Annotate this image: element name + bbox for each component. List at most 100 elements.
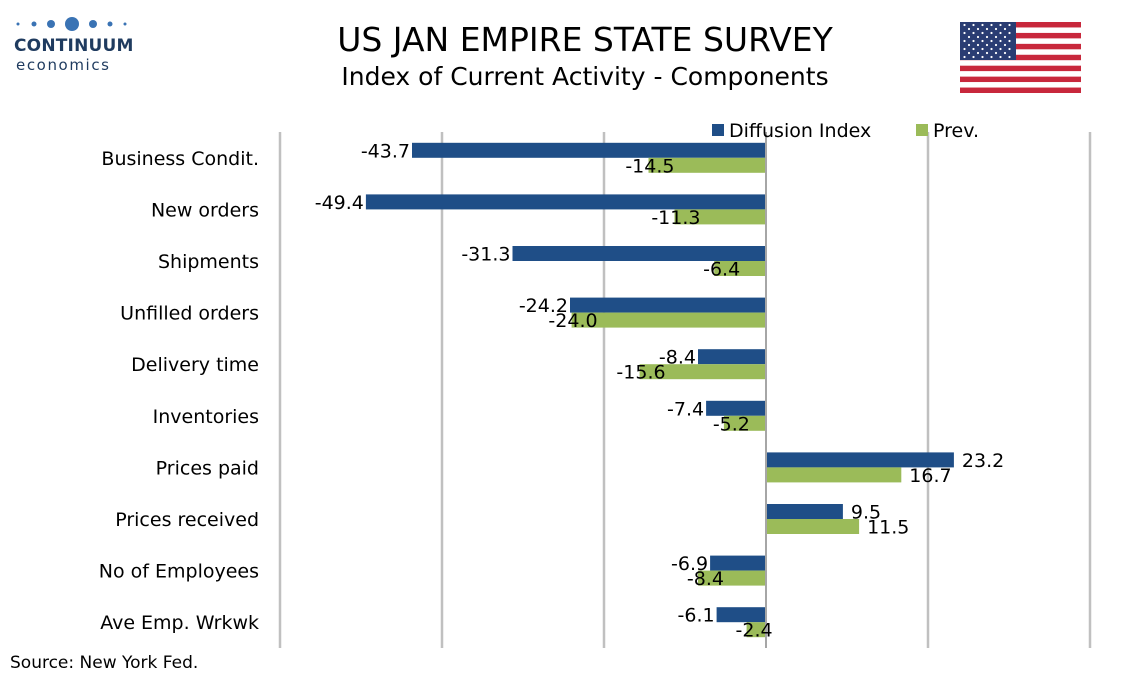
logo-dot <box>65 17 79 31</box>
flag-star <box>967 35 971 39</box>
flag-star <box>999 55 1002 59</box>
flag-star <box>990 39 993 43</box>
flag-star <box>981 47 984 51</box>
flag-star <box>990 47 993 51</box>
source-note: Source: New York Fed. <box>10 653 199 673</box>
flag-star <box>1008 23 1011 27</box>
flag-stripe <box>960 27 1081 34</box>
flag-stripe <box>960 60 1081 66</box>
data-label: -15.6 <box>616 362 665 384</box>
data-label: -43.7 <box>361 140 410 162</box>
legend-swatch <box>712 124 724 136</box>
data-label: -49.4 <box>315 192 364 214</box>
data-label: -31.3 <box>461 244 510 266</box>
flag-star <box>994 27 998 31</box>
logo-dot <box>47 20 55 28</box>
flag-star <box>972 47 975 51</box>
category-label: No of Employees <box>99 561 259 583</box>
flag-star <box>981 55 984 59</box>
data-label: -14.5 <box>625 155 674 177</box>
flag-star <box>990 55 993 59</box>
flag-stripe <box>960 43 1081 50</box>
category-label: Inventories <box>153 406 259 428</box>
bar-diffusion-index <box>365 194 766 210</box>
logo-dot <box>31 21 37 27</box>
flag-star <box>1008 55 1011 59</box>
data-label: -6.4 <box>703 259 740 281</box>
flag-star <box>967 27 971 31</box>
bar-prev <box>674 209 766 225</box>
bar-diffusion-index <box>706 400 766 416</box>
chart-subtitle: Index of Current Activity - Components <box>341 62 829 91</box>
bar-prev <box>723 415 766 431</box>
data-label: 11.5 <box>867 517 909 539</box>
legend-entry: Diffusion Index <box>729 120 871 142</box>
flag-star <box>994 43 998 47</box>
flag-star <box>967 43 971 47</box>
flag-star <box>990 23 993 27</box>
flag-star <box>999 39 1002 43</box>
bar-diffusion-index <box>766 504 843 519</box>
legend-swatch <box>916 124 928 136</box>
bar-prev <box>766 519 860 534</box>
logo-word: CONTINUUM <box>14 36 134 56</box>
flag-star <box>972 23 975 27</box>
data-label: -2.4 <box>736 620 773 642</box>
logo-dot <box>16 22 20 26</box>
flag-stripe <box>960 38 1081 45</box>
flag-star <box>985 51 989 55</box>
flag-star <box>990 31 993 35</box>
flag-star <box>999 47 1002 51</box>
flag-star <box>967 51 971 55</box>
flag-star <box>1003 35 1007 39</box>
legend-entry: Prev. <box>933 120 979 142</box>
flag-star <box>985 43 989 47</box>
bar-diffusion-index <box>766 452 954 468</box>
flag-stripe <box>960 71 1081 77</box>
flag-stripe <box>960 87 1081 93</box>
bar-diffusion-index <box>710 555 766 571</box>
bar-prev <box>746 622 766 638</box>
flag-star <box>999 31 1002 35</box>
flag-star <box>1008 47 1011 51</box>
flag-star <box>963 31 966 35</box>
flag-star <box>963 39 966 43</box>
data-label: -7.4 <box>667 398 704 420</box>
chart-title: US JAN EMPIRE STATE SURVEY <box>337 20 833 59</box>
flag-star <box>981 31 984 35</box>
bar-diffusion-index <box>570 297 766 313</box>
flag-stripe <box>960 49 1081 55</box>
category-label: Prices paid <box>156 457 259 479</box>
bar-diffusion-index <box>698 349 766 365</box>
data-label: -24.0 <box>548 310 597 332</box>
data-label: -24.2 <box>519 295 568 317</box>
data-label: 16.7 <box>909 465 951 487</box>
data-label: -6.9 <box>671 553 708 575</box>
bar-diffusion-index <box>512 246 766 261</box>
logo-dot <box>107 21 113 27</box>
flag-star <box>976 35 980 39</box>
flag-stripe <box>960 76 1081 83</box>
flag-star <box>963 47 966 51</box>
logo-subword: economics <box>16 56 111 74</box>
flag-stripe <box>960 32 1081 39</box>
flag-star <box>1003 43 1007 47</box>
bar-prev <box>571 312 766 328</box>
logo-dots-icon <box>16 17 127 31</box>
flag-star <box>1003 51 1007 55</box>
category-label: New orders <box>151 199 259 221</box>
flag-star <box>1008 39 1011 43</box>
flag-star <box>972 31 975 35</box>
flag-star <box>972 39 975 43</box>
flag-stripe <box>960 22 1081 28</box>
category-label: Unfilled orders <box>120 303 259 325</box>
logo-dot <box>123 22 127 26</box>
flag-star <box>985 35 989 39</box>
flag-star <box>994 35 998 39</box>
flag-star <box>981 39 984 43</box>
bar-prev <box>766 467 902 483</box>
flag-stripe <box>960 54 1081 61</box>
flag-star <box>976 51 980 55</box>
data-label: -8.4 <box>659 347 696 369</box>
